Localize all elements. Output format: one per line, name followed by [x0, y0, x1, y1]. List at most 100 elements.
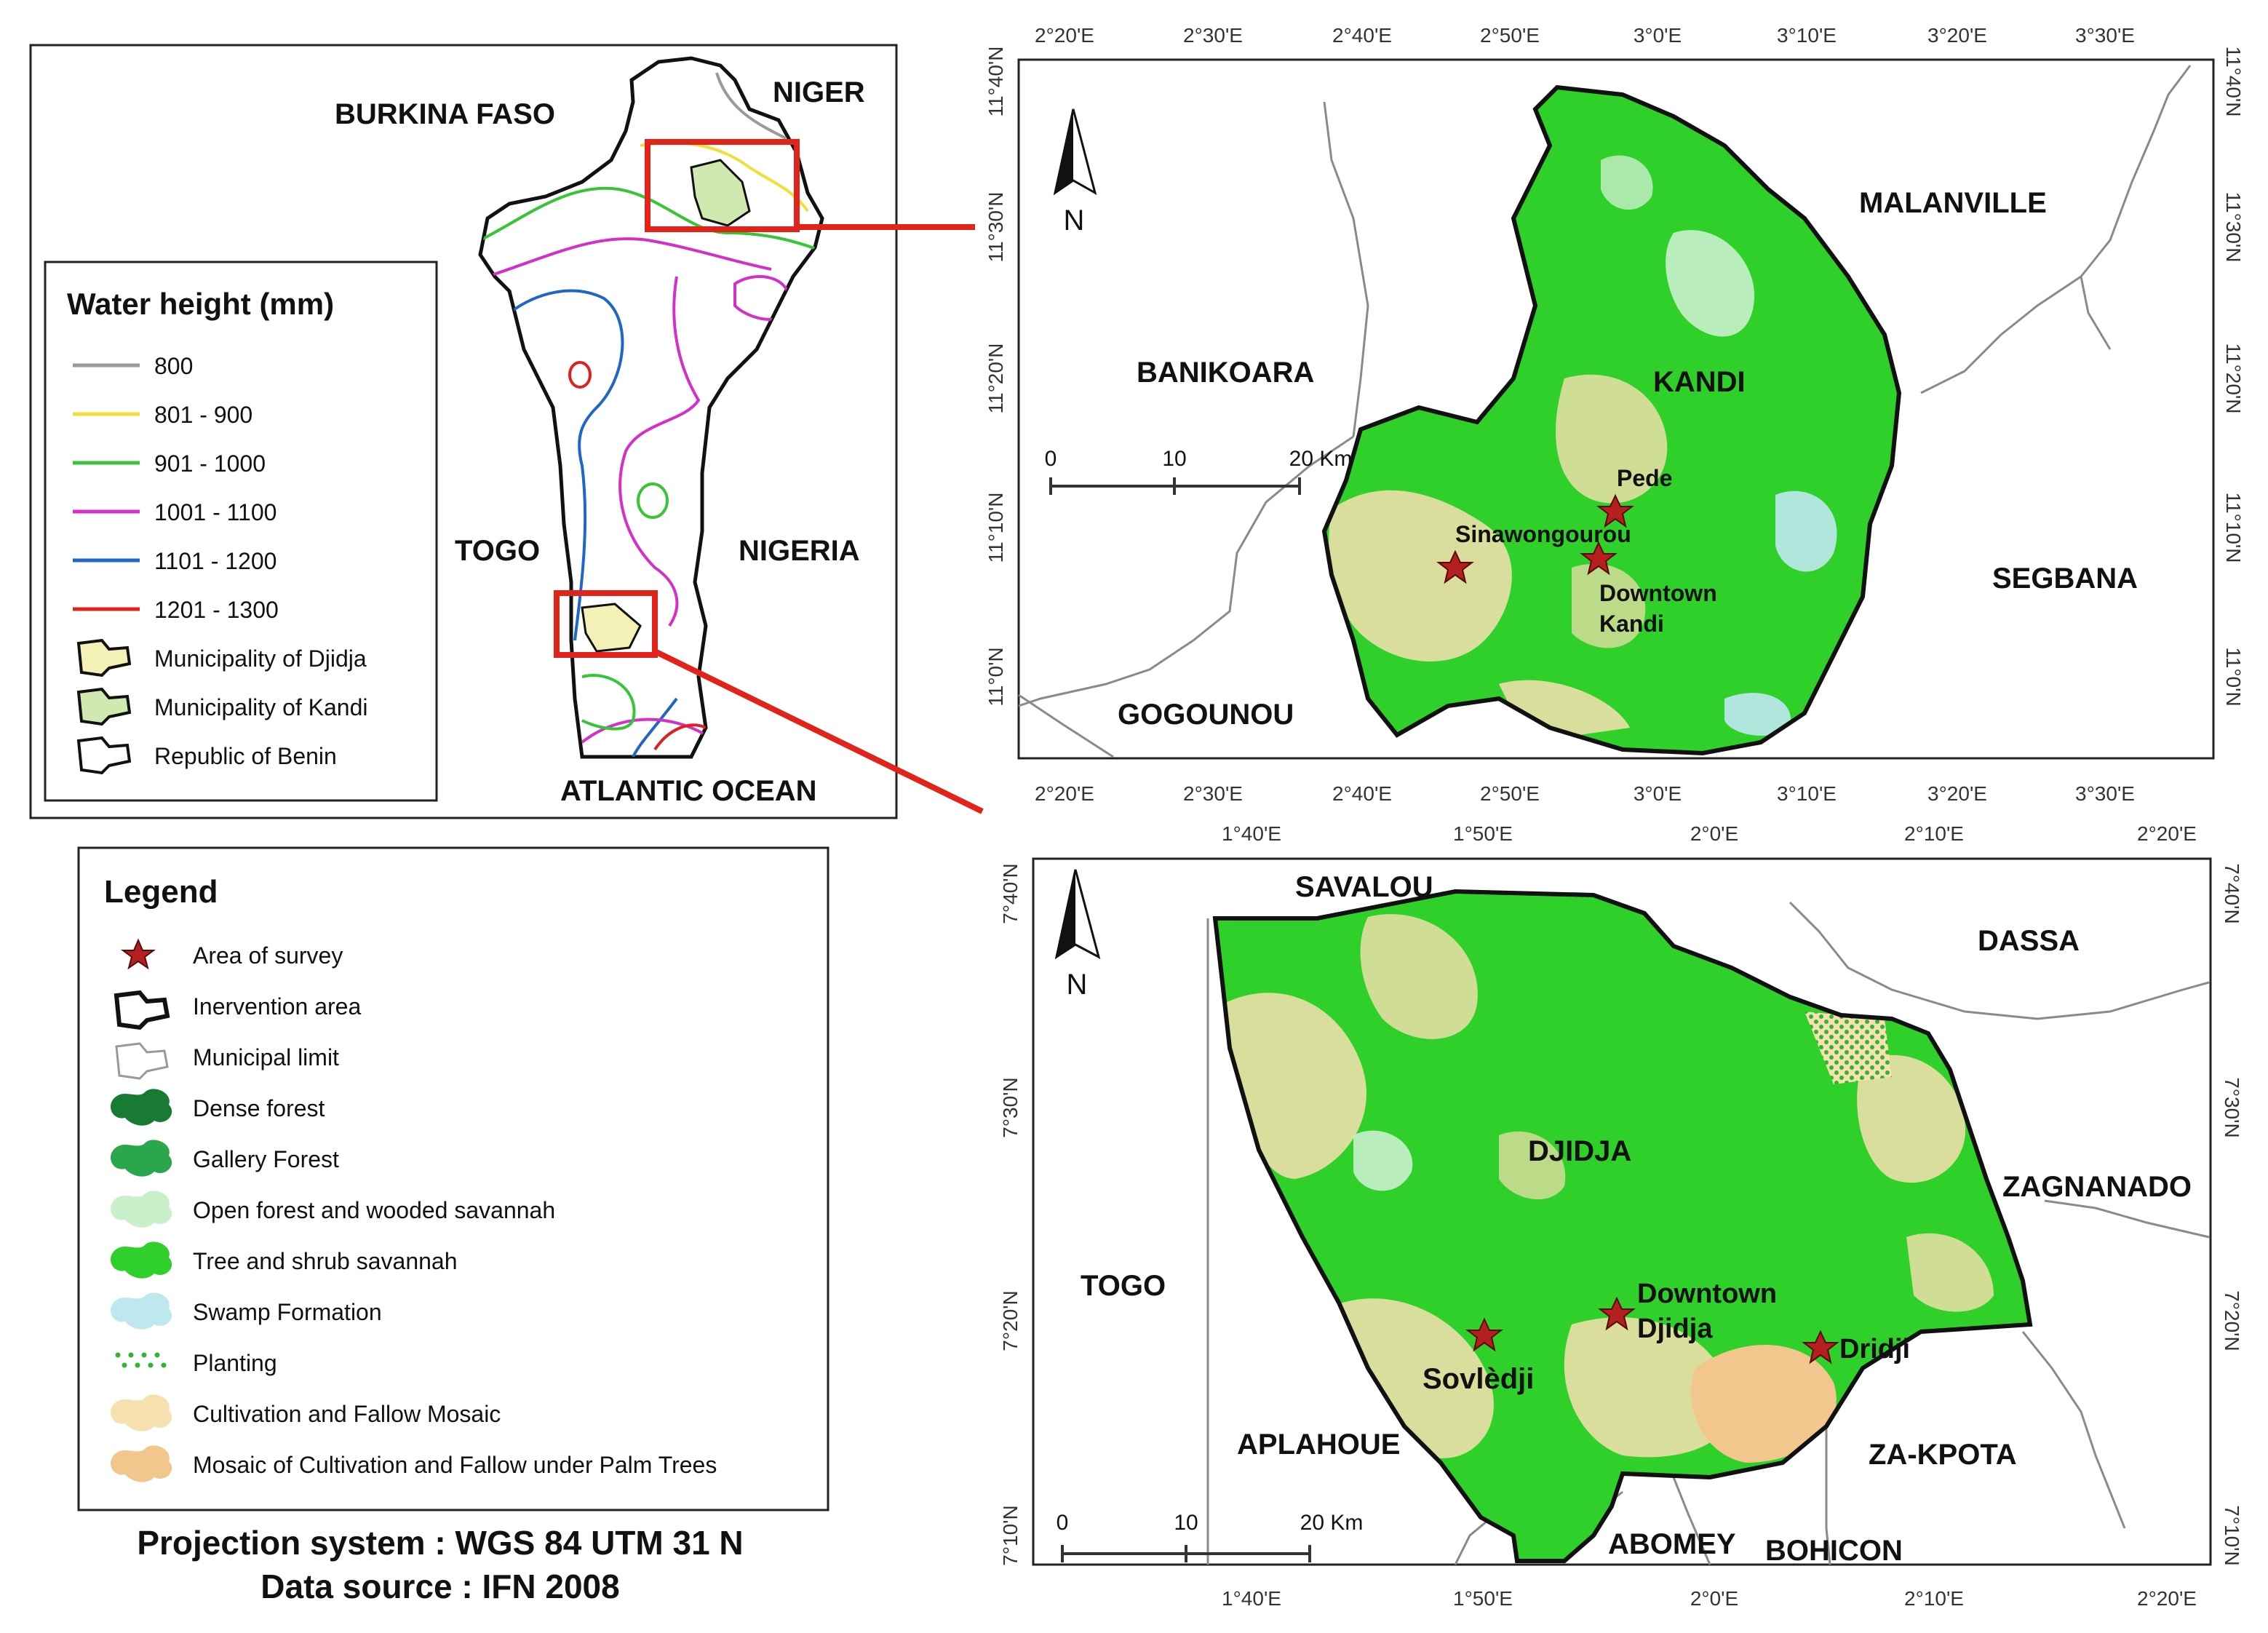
water-legend-area-items: Municipality of Djidja Municipality of K…: [76, 638, 367, 775]
isoline-1201-1300: [568, 361, 592, 389]
djidja-connector: [653, 648, 984, 814]
legend-label-gallery-forest: Gallery Forest: [193, 1146, 339, 1172]
region-label-savalou: SAVALOU: [1295, 871, 1433, 903]
kandi-survey-sites: Pede Sinawongourou Downtown Kandi: [1436, 465, 1717, 637]
djidja-north-arrow: N: [1054, 869, 1101, 1001]
region-label-abomey: ABOMEY: [1608, 1528, 1736, 1560]
djidja-lon-bottom-1: 1°50'E: [1453, 1587, 1513, 1610]
legend-label-dense-forest: Dense forest: [193, 1095, 325, 1121]
kandi-lat-right-4: 11°0'N: [2222, 647, 2245, 706]
isoline-800: [715, 72, 787, 140]
gallery-forest-blob-icon: [110, 1140, 172, 1177]
kandi-land-cover: [1321, 84, 1902, 756]
legend-label-swamp: Swamp Formation: [193, 1299, 382, 1325]
region-label-segbana: SEGBANA: [1992, 563, 2138, 595]
djidja-lat-left-1: 7°30'N: [999, 1077, 1022, 1137]
djidja-intervention-boundary: [1212, 889, 2033, 1563]
data-source-caption: Data source : IFN 2008: [260, 1568, 619, 1605]
outline-thick-icon: [114, 990, 170, 1030]
kandi-north-arrow: N: [1053, 108, 1097, 237]
djidja-lat-right-2: 7°20'N: [2221, 1290, 2243, 1351]
kandi-lon-top-4: 3°0'E: [1634, 24, 1682, 47]
site-star-icon-downtown-kandi: [1580, 541, 1618, 576]
kandi-intervention-boundary: [1321, 84, 1902, 756]
shrub-savannah-blob-icon: [110, 1241, 172, 1279]
main-legend: Legend Area of survey Inervention area M…: [77, 846, 829, 1511]
country-label-niger: NIGER: [773, 76, 865, 108]
djidja-lat-left-3: 7°10'N: [999, 1505, 1022, 1565]
kandi-latitude-ticks-left: 11°40'N 11°30'N 11°20'N 11°10'N 11°0'N: [984, 47, 1007, 707]
djidja-lat-right-1: 7°30'N: [2221, 1077, 2243, 1137]
kandi-lat-left-1: 11°30'N: [984, 192, 1007, 263]
water-legend-label-1101-1200: 1101 - 1200: [154, 548, 276, 574]
kandi-municipality-mini: [690, 159, 751, 227]
kandi-lat-left-3: 11°10'N: [984, 493, 1007, 563]
region-label-zagnanado: ZAGNANADO: [2002, 1171, 2192, 1203]
country-label-nigeria: NIGERIA: [739, 535, 860, 567]
site-label-dridji: Dridji: [1839, 1334, 1910, 1364]
kandi-north-label: N: [1064, 204, 1085, 237]
djidja-longitude-ticks-bottom: 1°40'E 1°50'E 2°0'E 2°10'E 2°20'E: [1222, 1587, 2197, 1610]
kandi-lat-right-3: 11°10'N: [2222, 493, 2245, 563]
region-label-za-kpota: ZA-KPOTA: [1869, 1439, 2017, 1471]
site-label-downtown-djidja-1: Downtown: [1637, 1279, 1777, 1309]
ocean-label: ATLANTIC OCEAN: [560, 775, 817, 807]
kandi-lon-bottom-0: 2°20'E: [1035, 782, 1094, 805]
outline-thin-icon: [115, 1042, 169, 1080]
kandi-lat-right-1: 11°30'N: [2222, 192, 2245, 263]
water-legend-label-800: 800: [154, 353, 193, 379]
djidja-scale-bar: 0 10 20 Km: [1057, 1511, 1364, 1562]
kandi-lon-bottom-2: 2°40'E: [1332, 782, 1392, 805]
legend-label-municipal-limit: Municipal limit: [193, 1044, 339, 1070]
site-label-sovledji: Sovlèdji: [1423, 1363, 1534, 1395]
djidja-lon-top-4: 2°20'E: [2137, 822, 2197, 845]
djidja-survey-sites: Downtown Djidja Sovlèdji Dridji: [1423, 1279, 1910, 1395]
swamp-blob-icon: [110, 1292, 172, 1330]
isoline-1101-1200: [508, 289, 678, 757]
djidja-north-label: N: [1067, 969, 1088, 1001]
djidja-land-cover: [1212, 889, 2033, 1563]
kandi-scale-mid: 10: [1162, 447, 1186, 471]
kandi-latitude-ticks-right: 11°40'N 11°30'N 11°20'N 11°10'N 11°0'N: [2222, 47, 2245, 707]
djidja-map-panel: N 0 10 20 Km SAVALOU DASSA DJIDJA ZAGNAN…: [999, 822, 2243, 1610]
site-label-downtown-djidja-2: Djidja: [1637, 1314, 1713, 1344]
kandi-lon-bottom-3: 2°50'E: [1480, 782, 1540, 805]
palm-cultivation-blob-icon: [110, 1445, 172, 1482]
country-label-togo: TOGO: [455, 535, 540, 567]
water-legend-line-items: 800 801 - 900 901 - 1000 1001 - 1100 110…: [73, 353, 279, 623]
djidja-lon-bottom-0: 1°40'E: [1222, 1587, 1281, 1610]
projection-caption: Projection system : WGS 84 UTM 31 N: [137, 1524, 743, 1562]
benin-area-swatch: [76, 736, 132, 775]
djidja-lon-bottom-4: 2°20'E: [2137, 1587, 2197, 1610]
water-legend-label-benin: Republic of Benin: [154, 743, 337, 769]
kandi-lat-right-2: 11°20'N: [2222, 343, 2245, 414]
main-legend-title: Legend: [104, 874, 218, 910]
djidja-scale-mid: 10: [1174, 1511, 1198, 1535]
dense-forest-blob-icon: [110, 1089, 172, 1126]
djidja-longitude-ticks-top: 1°40'E 1°50'E 2°0'E 2°10'E 2°20'E: [1222, 822, 2197, 845]
kandi-area-swatch: [76, 687, 132, 726]
site-star-icon-sinawongourou: [1436, 549, 1474, 584]
kandi-lon-bottom-7: 3°30'E: [2075, 782, 2135, 805]
region-label-banikoara: BANIKOARA: [1137, 357, 1314, 389]
water-legend-label-kandi: Municipality of Kandi: [154, 694, 367, 720]
site-label-pede: Pede: [1617, 465, 1672, 491]
kandi-longitude-ticks-top: 2°20'E 2°30'E 2°40'E 2°50'E 3°0'E 3°10'E…: [1035, 24, 2135, 47]
kandi-lon-top-2: 2°40'E: [1332, 24, 1392, 47]
kandi-scale-bar: 0 10 20 Km: [1045, 447, 1352, 495]
isoline-901-1000-b: [637, 482, 669, 519]
water-legend-label-901-1000: 901 - 1000: [154, 450, 266, 477]
open-forest-blob-icon: [110, 1191, 172, 1228]
isoline-1201-1300-b: [653, 723, 707, 751]
djidja-scale-end: 20 Km: [1300, 1511, 1364, 1535]
overview-map-panel: BURKINA FASO NIGER TOGO NIGERIA ATLANTIC…: [29, 44, 984, 819]
cultivation-blob-icon: [110, 1394, 172, 1431]
legend-label-intervention-area: Inervention area: [193, 993, 361, 1020]
site-star-icon-downtown-djidja: [1598, 1296, 1636, 1331]
kandi-lon-top-5: 3°10'E: [1777, 24, 1837, 47]
water-legend-label-djidja: Municipality of Djidja: [154, 645, 367, 672]
kandi-scale-zero: 0: [1045, 447, 1057, 471]
djidja-lon-top-1: 1°50'E: [1453, 822, 1513, 845]
site-star-icon-dridji: [1802, 1330, 1839, 1364]
